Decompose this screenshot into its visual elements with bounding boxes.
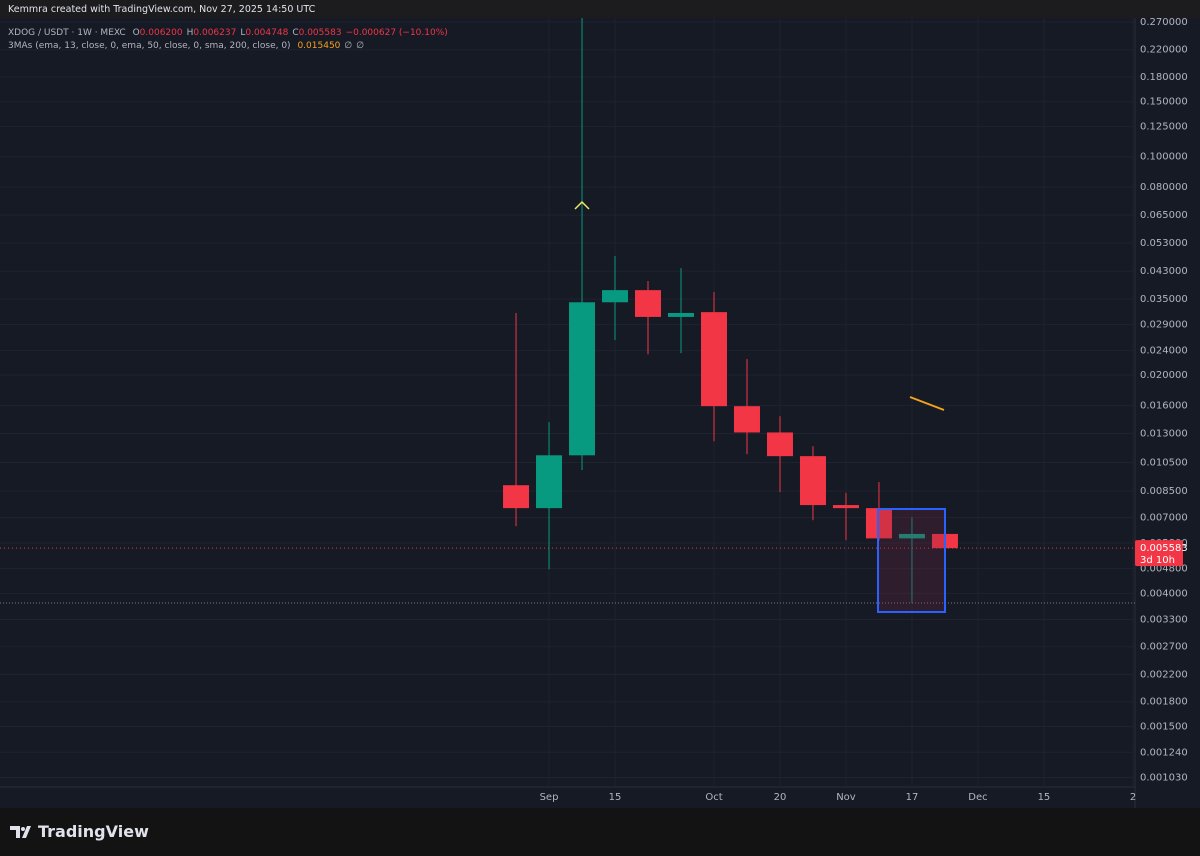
x-tick-label: 15 <box>1038 792 1051 803</box>
y-tick-label: 0.008500 <box>1140 486 1188 497</box>
y-tick-label: 0.020000 <box>1140 370 1188 381</box>
x-tick-label: Dec <box>968 792 987 803</box>
candles <box>0 18 1135 604</box>
candle-body <box>898 533 925 539</box>
footer <box>0 808 1200 856</box>
x-tick-label: Oct <box>705 792 722 803</box>
y-tick-label: 0.150000 <box>1140 97 1188 108</box>
y-tick-label: 0.001030 <box>1140 772 1188 783</box>
price-tag-label: 0.005583 <box>1140 543 1188 554</box>
ohlc-key: C <box>292 28 299 38</box>
candle-body <box>700 312 727 407</box>
candle-body <box>536 455 563 509</box>
candle-body <box>668 312 694 317</box>
y-tick-label: 0.024000 <box>1140 345 1188 356</box>
candle-body <box>503 485 530 509</box>
y-tick-label: 0.053000 <box>1140 238 1188 249</box>
indicator-line: 3MAs (ema, 13, close, 0, ema, 50, close,… <box>8 41 368 51</box>
y-tick-label: 0.002200 <box>1140 669 1188 680</box>
drawings <box>0 200 1135 613</box>
y-tick-label: 0.065000 <box>1140 210 1188 221</box>
y-tick-label: 0.004000 <box>1140 588 1188 599</box>
change: −0.000627 (−10.10%) <box>345 28 448 38</box>
symbol: XDOG / USDT · 1W · MEXC <box>8 28 126 38</box>
candle-body <box>569 302 596 456</box>
y-tick-label: 0.043000 <box>1140 266 1188 277</box>
brand-logo <box>10 826 31 838</box>
x-tick-label: Sep <box>540 792 559 803</box>
y-tick-label: 0.029000 <box>1140 320 1188 331</box>
rectangle-drawing <box>877 508 946 613</box>
ohlc-key: H <box>186 28 194 38</box>
y-tick-label: 0.270000 <box>1140 17 1188 28</box>
y-tick-label: 0.007000 <box>1140 512 1188 523</box>
ohlc-value: 0.006237 <box>193 28 237 38</box>
candle-body <box>733 406 760 433</box>
y-tick-label: 0.002700 <box>1140 642 1188 653</box>
attribution: Kemmra created with TradingView.com, Nov… <box>8 4 316 15</box>
x-tick-label: 20 <box>774 792 787 803</box>
ohlc-item: O0.006200 <box>133 28 183 38</box>
ohlc-value: 0.004748 <box>245 28 289 38</box>
y-tick-label: 0.013000 <box>1140 428 1188 439</box>
ohlc-value: 0.005583 <box>298 28 342 38</box>
ohlc-item: H0.006237 <box>187 28 237 38</box>
ohlc-item: L0.004748 <box>240 28 288 38</box>
y-tick-label: 0.220000 <box>1140 45 1188 56</box>
y-tick-label: 0.035000 <box>1140 294 1188 305</box>
y-tick-label: 0.001500 <box>1140 721 1188 732</box>
y-tick-label: 0.010500 <box>1140 457 1188 468</box>
x-tick-label: Nov <box>836 792 856 803</box>
indicator-value: ∅ <box>344 41 353 51</box>
status-line: XDOG / USDT · 1W · MEXC O0.006200 H0.0062… <box>8 28 452 38</box>
logo-mark <box>10 826 31 838</box>
arrow-drawing <box>574 200 590 210</box>
indicator-value: ∅ <box>356 41 365 51</box>
y-tick-label: 0.100000 <box>1140 152 1188 163</box>
candle-body <box>832 505 859 509</box>
x-tick-label: 2 <box>1130 792 1136 803</box>
y-tick-label: 0.016000 <box>1140 400 1188 411</box>
ohlc-key: L <box>240 28 246 38</box>
y-tick-label: 0.180000 <box>1140 72 1188 83</box>
axes: 0.270000 0.220000 0.180000 0.150000 0.125000… <box>540 17 1188 803</box>
indicator-value: 0.015450 <box>297 41 341 51</box>
x-tick-label: 17 <box>906 792 919 803</box>
candle-body <box>602 290 629 303</box>
y-tick-label: 0.080000 <box>1140 182 1188 193</box>
ohlc-key: O <box>132 28 140 38</box>
ohlc-value: 0.006200 <box>139 28 183 38</box>
y-tick-label: 0.004800 <box>1140 564 1188 575</box>
y-tick-label: 0.001800 <box>1140 697 1188 708</box>
ma-line <box>909 396 945 411</box>
candle-body <box>799 456 826 506</box>
candle-body <box>635 290 662 317</box>
y-tick-label: 0.001240 <box>1140 747 1188 758</box>
indicator-name: 3MAs (ema, 13, close, 0, ema, 50, close,… <box>8 41 291 51</box>
price-tag <box>1135 540 1183 567</box>
x-tick-label: 15 <box>609 792 622 803</box>
candle-body <box>766 432 793 457</box>
plot-background <box>0 18 1200 808</box>
logo-dot <box>21 827 25 831</box>
y-tick-label: 0.125000 <box>1140 121 1188 132</box>
y-tick-label: 0.003300 <box>1140 614 1188 625</box>
countdown: 3d 10h <box>1140 555 1175 566</box>
ohlc-item: C0.005583 <box>292 28 341 38</box>
top-bar <box>0 0 1200 18</box>
brand: TradingView <box>38 822 149 841</box>
